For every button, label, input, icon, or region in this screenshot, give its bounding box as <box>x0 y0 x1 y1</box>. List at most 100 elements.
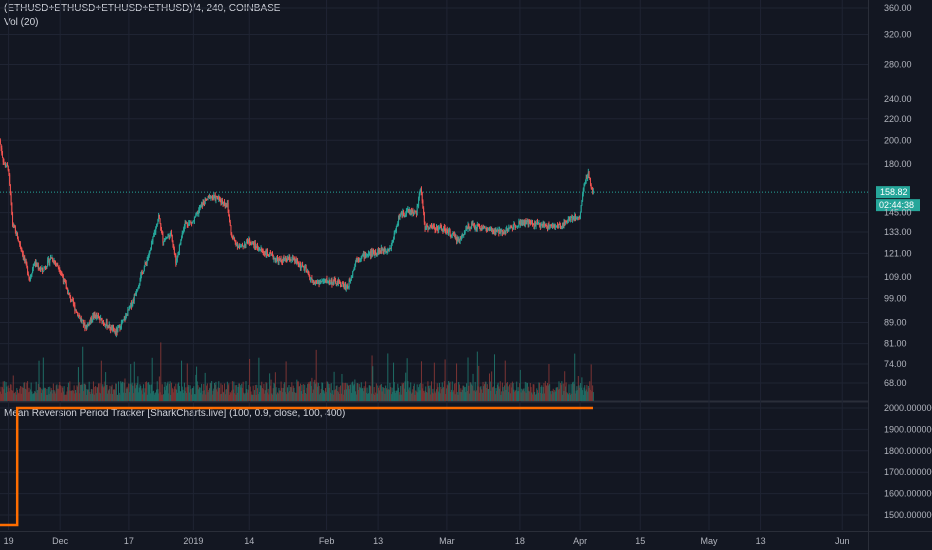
candle-body <box>346 286 348 288</box>
volume-bar <box>480 386 482 401</box>
volume-bar <box>341 373 343 401</box>
volume-bar <box>72 390 74 401</box>
candle-body <box>66 288 68 290</box>
volume-bar <box>85 394 87 401</box>
volume-bar <box>236 392 238 401</box>
candle-body <box>255 246 257 248</box>
volume-bar <box>181 360 183 401</box>
candle-body <box>16 233 18 236</box>
volume-bar <box>244 393 246 401</box>
candle-body <box>244 244 246 247</box>
volume-bar <box>460 388 462 401</box>
candle-body <box>568 217 570 220</box>
candle-body <box>259 249 261 251</box>
candle-body <box>579 211 581 219</box>
candle-body <box>57 263 59 267</box>
volume-bar <box>377 387 379 401</box>
candle-body <box>234 240 236 242</box>
candle-body <box>220 201 222 203</box>
volume-bar <box>411 392 413 401</box>
volume-bar <box>234 393 236 401</box>
candle-body <box>251 243 253 245</box>
price-tick-label: 180.00 <box>884 159 912 169</box>
indicator-legend[interactable]: Mean Reversion Period Tracker [SharkChar… <box>4 408 346 419</box>
candle-body <box>427 226 429 230</box>
candle-body <box>55 262 57 264</box>
volume-bar <box>115 383 117 401</box>
candle-body <box>148 255 150 258</box>
candle-body <box>207 196 209 200</box>
candle-body <box>564 219 566 224</box>
candle-body <box>270 253 272 255</box>
candle-body <box>269 252 271 257</box>
price-tick-label: 133.00 <box>884 227 912 237</box>
candle-body <box>415 210 417 212</box>
candle-body <box>132 300 134 304</box>
candle-body <box>4 163 6 167</box>
volume-legend[interactable]: Vol (20) <box>4 17 39 28</box>
volume-bar <box>371 355 373 401</box>
volume-bar <box>428 388 430 401</box>
candle-body <box>534 222 536 227</box>
candle-body <box>467 224 469 230</box>
candle-body <box>439 226 441 228</box>
candle-body <box>410 210 412 215</box>
volume-bar <box>101 386 103 401</box>
candle-body <box>178 251 180 254</box>
candle-body <box>324 279 326 281</box>
candle-body <box>133 300 135 301</box>
volume-bar <box>97 387 99 401</box>
volume-bar <box>148 382 150 401</box>
volume-bar <box>78 382 80 401</box>
volume-bar <box>120 381 122 401</box>
volume-bar <box>423 392 425 401</box>
candle-body <box>280 258 282 261</box>
candle-body <box>17 239 19 241</box>
candle-body <box>89 321 91 323</box>
volume-bar <box>130 384 132 401</box>
candle-body <box>99 318 101 320</box>
candle-body <box>257 248 259 251</box>
volume-bar <box>80 385 82 401</box>
volume-bar <box>556 387 558 401</box>
volume-bar <box>13 393 15 401</box>
candle-body <box>395 231 397 233</box>
candle-body <box>107 326 109 328</box>
volume-bar <box>138 387 140 401</box>
volume-bar <box>123 392 125 401</box>
volume-bar <box>392 392 394 401</box>
candle-body <box>63 278 65 283</box>
candle-body <box>160 223 162 231</box>
candle-body <box>115 331 117 335</box>
volume-bar <box>131 382 133 401</box>
candle-body <box>571 217 573 221</box>
candle-body <box>434 228 436 230</box>
volume-bar <box>99 383 101 401</box>
volume-bar <box>266 383 268 401</box>
candle-body <box>91 320 93 322</box>
volume-bar <box>163 394 165 401</box>
volume-bar <box>445 394 447 401</box>
candle-body <box>499 229 501 233</box>
candle-body <box>478 225 480 229</box>
candle-body <box>267 254 269 257</box>
candle-body <box>444 227 446 231</box>
candle-body <box>476 227 478 229</box>
candle-body <box>148 251 150 256</box>
volume-bar <box>211 394 213 401</box>
candle-body <box>430 225 432 228</box>
volume-bar <box>326 381 328 401</box>
candle-body <box>77 314 79 317</box>
candle-body <box>507 230 509 232</box>
candle-body <box>141 272 143 273</box>
volume-bar <box>4 381 6 401</box>
volume-bar <box>464 386 466 401</box>
volume-bar <box>374 394 376 401</box>
candle-body <box>306 270 308 272</box>
candle-body <box>342 283 344 287</box>
candle-body <box>480 228 482 230</box>
candle-body <box>468 224 470 228</box>
candle-body <box>251 241 253 244</box>
volume-bar <box>158 393 160 401</box>
